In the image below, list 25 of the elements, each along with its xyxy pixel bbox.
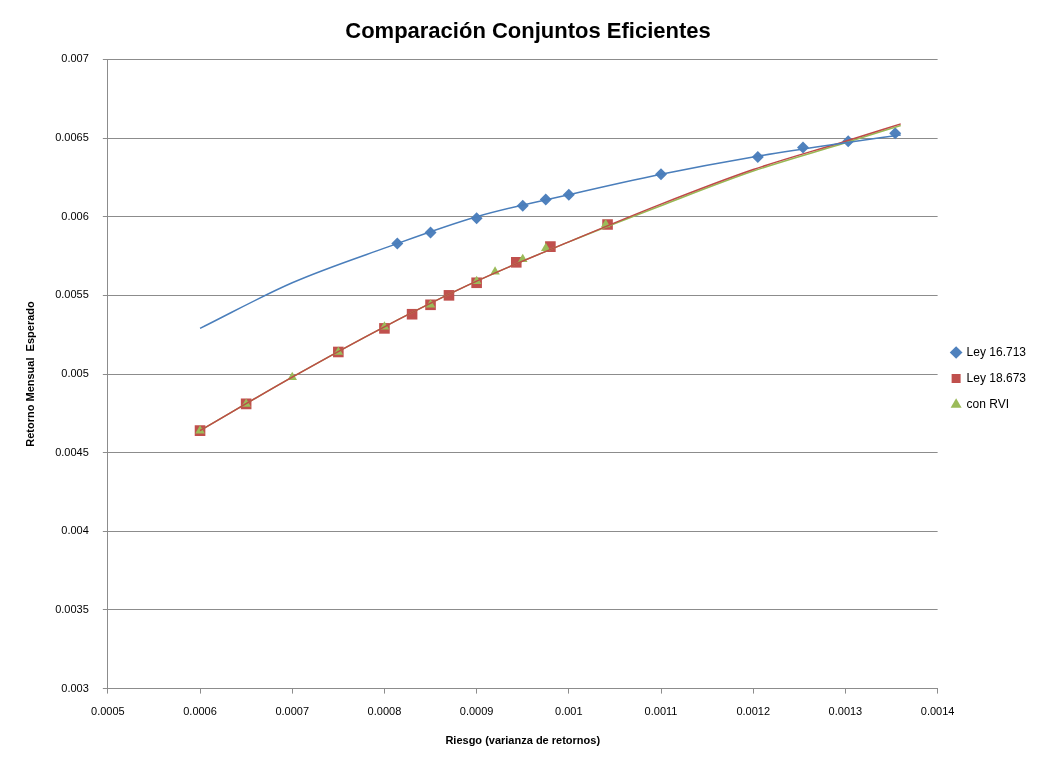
y-tick-label: 0.0035: [55, 602, 89, 615]
legend-label: Ley 16.713: [966, 344, 1027, 359]
x-tick-label: 0.0006: [183, 705, 217, 718]
x-tick-label: 0.0007: [275, 705, 310, 718]
x-tick-label: 0.001: [555, 705, 583, 718]
x-tick-label: 0.0011: [644, 705, 678, 718]
y-tick-label: 0.0045: [55, 445, 89, 458]
x-tick-label: 0.0009: [459, 705, 494, 718]
x-tick-label: 0.0012: [736, 705, 771, 718]
y-tick-label: 0.003: [61, 681, 89, 694]
x-tick-label: 0.0013: [828, 705, 863, 718]
y-tick-label: 0.006: [61, 209, 89, 222]
x-tick-label: 0.0008: [367, 705, 402, 718]
legend-label: Ley 18.673: [966, 370, 1027, 385]
x-tick-label: 0.0005: [91, 705, 125, 718]
x-tick-label: 0.0014: [920, 705, 955, 718]
legend-label: con RVI: [966, 396, 1010, 411]
y-tick-label: 0.007: [61, 52, 89, 65]
y-tick-label: 0.0055: [55, 288, 89, 301]
chart-title: Comparación Conjuntos Eficientes: [345, 18, 711, 44]
y-tick-label: 0.005: [61, 367, 89, 380]
y-tick-label: 0.0065: [55, 131, 89, 144]
y-tick-label: 0.004: [61, 524, 89, 537]
x-axis-title: Riesgo (varianza de retornos): [445, 734, 601, 747]
y-axis-title: Retorno Mensual Esperado: [23, 300, 36, 447]
